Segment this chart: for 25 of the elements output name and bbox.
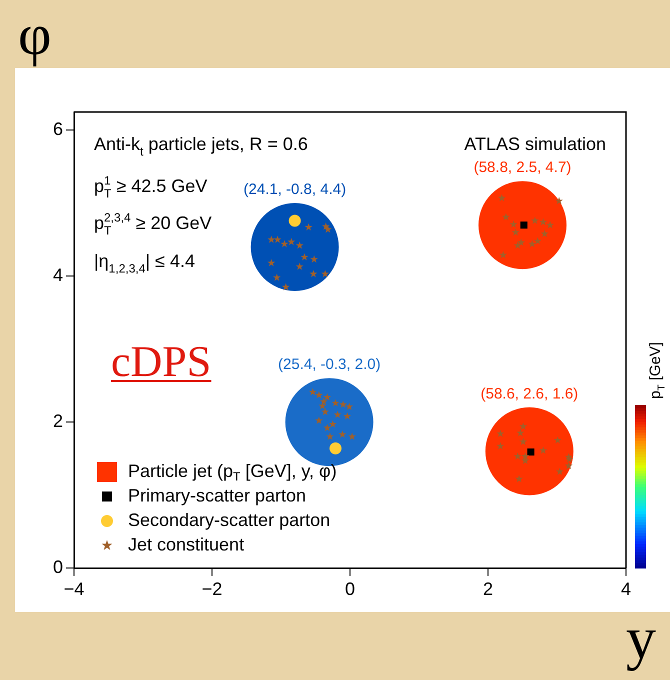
color-bar-title: pT [GeV] <box>647 342 668 399</box>
y-tick-label: 2 <box>52 411 63 432</box>
y-tick-label: 0 <box>52 556 63 577</box>
point <box>527 448 534 456</box>
x-tick-label: −4 <box>64 578 84 599</box>
legend-label: Primary-scatter parton <box>128 485 306 506</box>
y-tick-label: 4 <box>52 265 63 286</box>
point <box>520 222 528 229</box>
annotation: cDPS <box>111 337 212 386</box>
data-label: (58.8, 2.5, 4.7) <box>474 159 572 176</box>
point <box>330 442 342 454</box>
data-label: (24.1, -0.8, 4.4) <box>244 180 346 198</box>
legend-label: Jet constituent <box>128 534 244 554</box>
y-axis-title: φ <box>18 2 52 67</box>
x-axis-title: y <box>626 605 656 671</box>
x-tick-label: 2 <box>482 578 494 599</box>
annotation: ATLAS simulation <box>464 134 606 154</box>
legend-label: Secondary-scatter parton <box>128 510 330 530</box>
data-label: (58.6, 2.6, 1.6) <box>480 385 578 402</box>
x-tick-label: 0 <box>344 578 356 599</box>
point <box>288 214 301 227</box>
x-tick-label: 4 <box>620 578 632 599</box>
y-tick-label: 6 <box>52 119 63 140</box>
data-label: (25.4, -0.3, 2.0) <box>278 356 381 374</box>
x-tick-label: −2 <box>202 578 222 599</box>
